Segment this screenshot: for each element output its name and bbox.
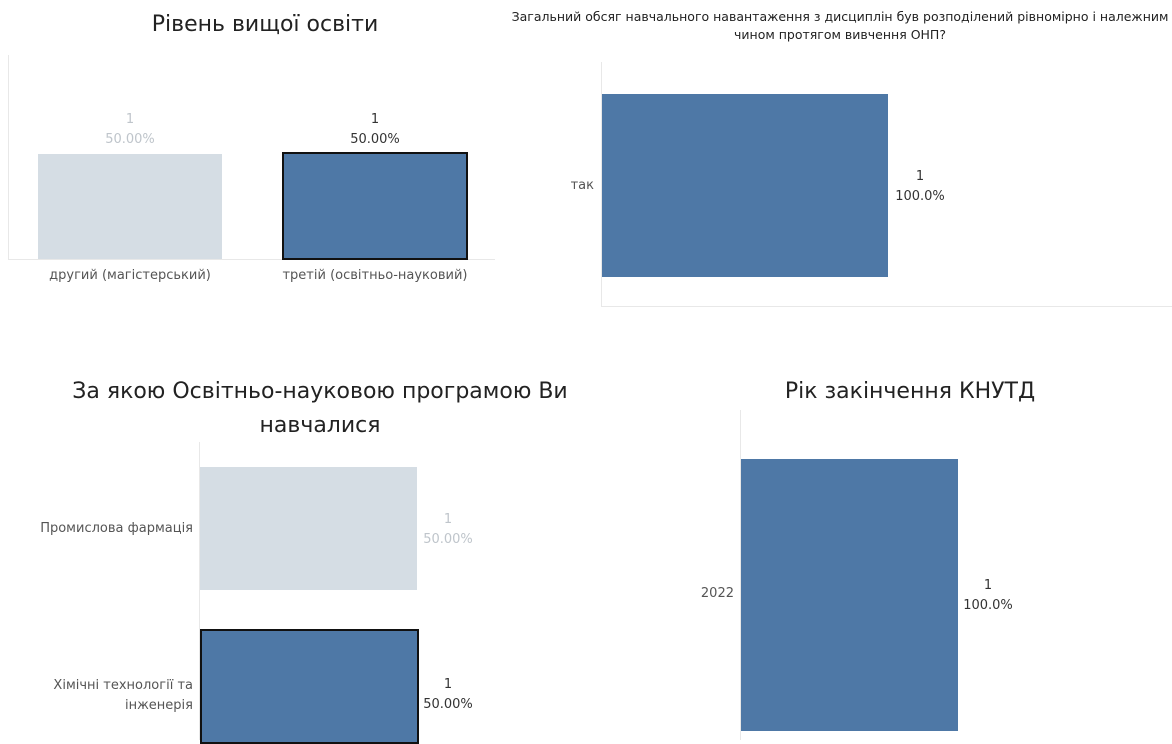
bar-value-label: 1 50.00% bbox=[423, 677, 473, 712]
y-axis-line bbox=[199, 442, 200, 740]
x-tick-label: другий (магістерський) bbox=[49, 268, 211, 283]
bar-value-label: 1 100.0% bbox=[963, 578, 1013, 613]
bar-value-label: 1 50.00% bbox=[350, 112, 400, 147]
bar-value-label: 1 50.00% bbox=[423, 512, 473, 547]
bar-2022[interactable] bbox=[741, 459, 958, 731]
chart-title: Рівень вищої освіти bbox=[151, 12, 379, 37]
chart-title: За якою Освітньо-науковою програмою Ви н… bbox=[72, 379, 568, 438]
chart-title: Рік закінчення КНУТД bbox=[784, 379, 1036, 404]
x-axis-line bbox=[8, 259, 495, 260]
y-tick-label: так bbox=[570, 178, 594, 193]
bar-chem-tech[interactable] bbox=[200, 629, 419, 744]
x-axis-line bbox=[601, 306, 1172, 307]
y-axis-line bbox=[8, 55, 9, 260]
bar-yes[interactable] bbox=[602, 94, 888, 277]
y-tick-label: Хімічні технології та інженерія bbox=[53, 678, 193, 713]
y-axis-line bbox=[740, 410, 741, 740]
bar-value-label: 1 50.00% bbox=[105, 112, 155, 147]
bar-masters[interactable] bbox=[38, 154, 222, 259]
y-tick-label: 2022 bbox=[700, 586, 734, 601]
y-axis-line bbox=[601, 62, 602, 306]
bar-phd[interactable] bbox=[282, 152, 468, 260]
y-tick-label: Промислова фармація bbox=[40, 521, 193, 536]
x-tick-label: третій (освітньо-науковий) bbox=[282, 268, 468, 283]
bar-pharmacy[interactable] bbox=[200, 467, 417, 590]
chart-title: Загальний обсяг навчального навантаження… bbox=[511, 9, 1169, 42]
bar-value-label: 1 100.0% bbox=[895, 169, 945, 204]
